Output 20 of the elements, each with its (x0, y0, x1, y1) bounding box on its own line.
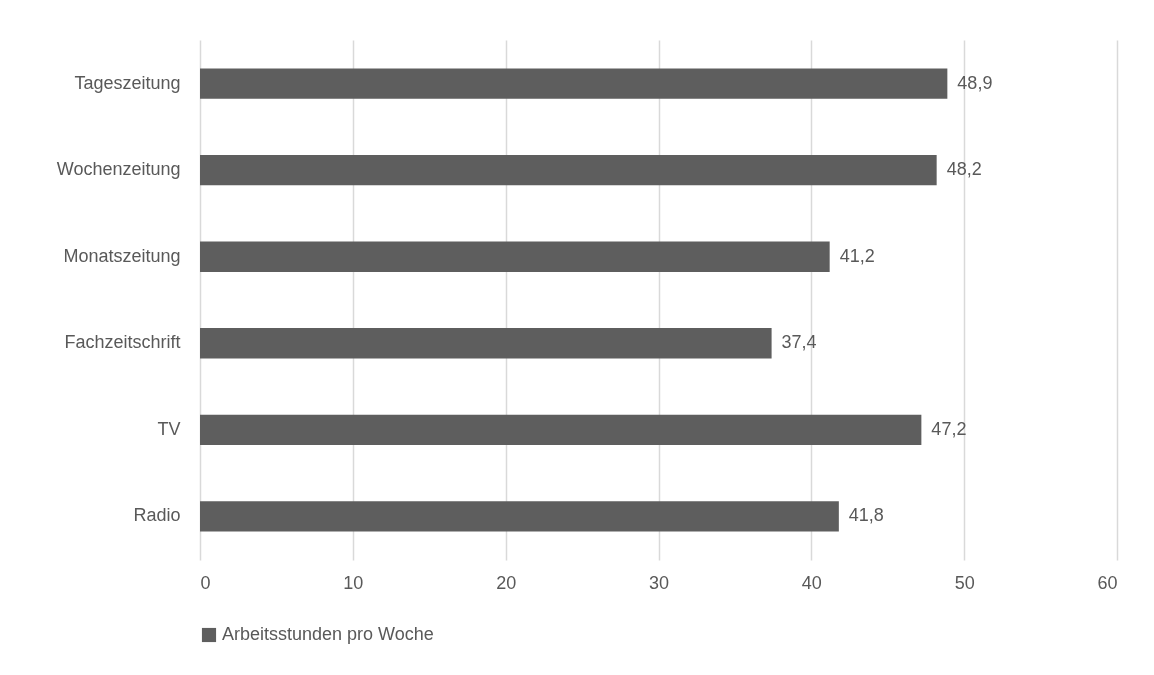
data-label: 37,4 (781, 332, 817, 353)
legend-label: Arbeitsstunden pro Woche (222, 624, 434, 644)
data-label: 41,8 (848, 505, 884, 526)
data-label: 48,9 (957, 72, 993, 93)
x-tick-label: 60 (1097, 572, 1118, 593)
x-tick-label: 50 (954, 572, 975, 593)
y-tick-label: Tageszeitung (74, 72, 181, 93)
data-label: 41,2 (839, 245, 875, 266)
x-tick-label: 40 (801, 572, 822, 593)
x-tick-label: 30 (648, 572, 670, 593)
x-tick-label: 0 (200, 572, 211, 593)
y-tick-label: Fachzeitschrift (64, 332, 181, 353)
y-tick-label: Wochenzeitung (56, 159, 181, 180)
x-tick-label: 10 (343, 572, 364, 593)
y-tick-label: Radio (133, 505, 181, 526)
data-label: 48,2 (946, 159, 982, 180)
x-tick-label: 20 (496, 572, 517, 593)
y-tick-label: TV (157, 418, 181, 439)
y-tick-label: Monatszeitung (63, 245, 181, 266)
data-label: 47,2 (931, 418, 967, 439)
